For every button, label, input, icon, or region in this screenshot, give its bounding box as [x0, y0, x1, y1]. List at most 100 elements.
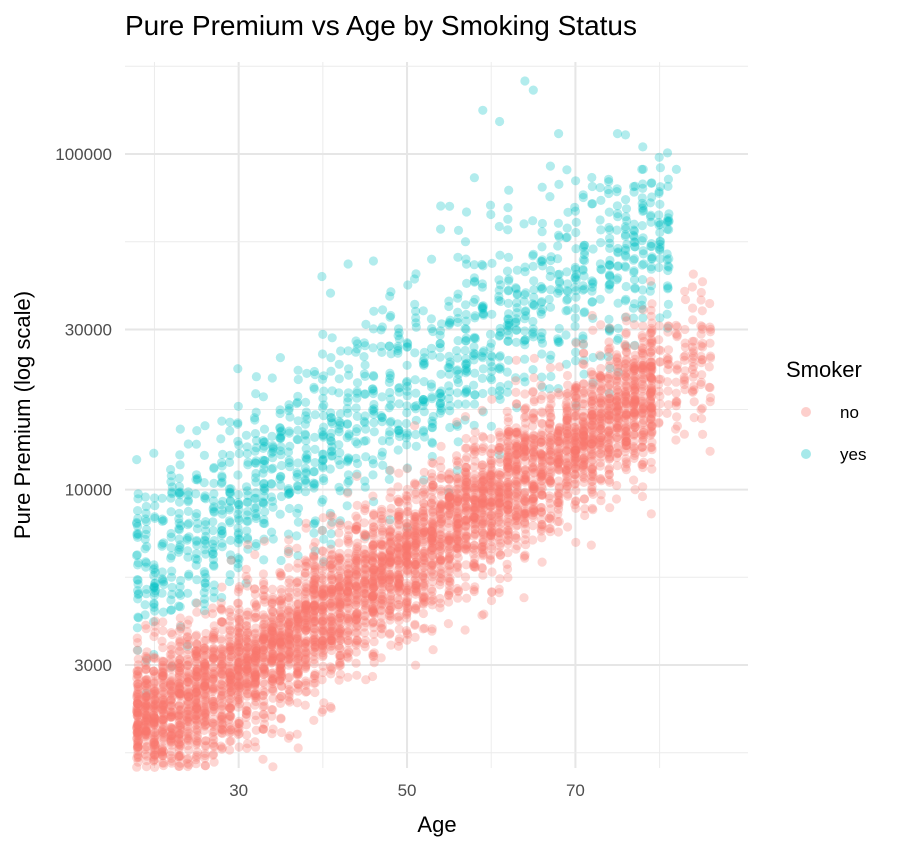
data-point	[646, 239, 657, 249]
data-point	[217, 522, 227, 532]
data-point	[460, 572, 471, 582]
data-point	[233, 598, 243, 608]
data-point	[260, 484, 270, 494]
data-point	[284, 489, 294, 499]
data-point	[570, 500, 580, 510]
data-point	[184, 569, 194, 579]
data-point	[445, 401, 455, 411]
data-point	[487, 567, 497, 577]
data-point	[662, 408, 672, 418]
data-point	[461, 516, 471, 527]
data-point	[243, 540, 253, 550]
data-point	[369, 406, 379, 416]
data-point	[704, 362, 714, 372]
data-point	[570, 264, 581, 274]
data-point	[344, 364, 354, 374]
data-point	[359, 369, 369, 379]
data-point	[596, 225, 606, 235]
data-point	[595, 350, 605, 360]
data-point	[133, 494, 143, 504]
data-point	[638, 142, 648, 152]
data-point	[453, 353, 463, 363]
data-point	[233, 490, 244, 500]
data-point	[537, 218, 548, 229]
data-point	[200, 545, 210, 555]
data-point	[395, 431, 405, 442]
data-point	[285, 441, 295, 451]
data-point	[293, 416, 303, 426]
data-point	[620, 261, 630, 271]
data-point	[639, 259, 649, 269]
data-point	[605, 271, 615, 281]
data-point	[251, 493, 261, 503]
data-point	[335, 516, 345, 526]
data-point	[605, 272, 615, 282]
data-point	[630, 242, 640, 252]
data-point	[470, 368, 480, 378]
data-point	[242, 642, 252, 652]
data-point	[495, 351, 505, 361]
data-point	[401, 378, 412, 388]
data-point	[251, 539, 261, 549]
data-point	[209, 593, 219, 603]
data-point	[511, 283, 521, 293]
data-point	[283, 544, 294, 554]
data-point	[628, 230, 639, 241]
data-point	[646, 254, 657, 264]
data-point	[571, 275, 581, 285]
data-point	[267, 527, 277, 537]
data-point	[259, 459, 269, 469]
data-point	[251, 508, 261, 519]
data-point	[504, 276, 514, 286]
data-point	[427, 416, 437, 426]
data-point	[418, 306, 428, 316]
data-point	[512, 403, 522, 413]
data-point	[158, 607, 168, 617]
data-point	[621, 354, 632, 364]
data-point	[183, 588, 193, 598]
data-point	[453, 437, 463, 447]
data-point	[284, 503, 295, 514]
data-point	[302, 368, 312, 378]
data-point	[538, 304, 548, 314]
data-point	[436, 514, 446, 524]
data-point	[537, 557, 547, 567]
data-point	[486, 338, 496, 348]
data-point	[503, 336, 513, 346]
data-point	[368, 386, 379, 396]
data-point	[300, 429, 310, 439]
data-point	[360, 389, 370, 399]
data-point	[149, 581, 159, 592]
data-point	[276, 555, 286, 566]
data-point	[385, 291, 395, 301]
data-point	[411, 269, 421, 279]
data-point	[402, 463, 413, 473]
data-point	[426, 382, 437, 392]
data-point	[251, 372, 261, 382]
data-point	[529, 353, 539, 363]
data-point	[175, 635, 185, 645]
data-point	[603, 443, 614, 453]
data-point	[664, 217, 674, 227]
data-point	[225, 488, 235, 498]
data-point	[469, 297, 479, 307]
data-point	[445, 387, 455, 397]
data-point	[293, 517, 303, 527]
data-point	[309, 467, 319, 477]
data-point	[630, 386, 640, 396]
data-point	[571, 227, 581, 238]
data-point	[495, 364, 505, 374]
data-point	[419, 427, 429, 437]
data-point	[342, 457, 353, 467]
data-point	[317, 271, 327, 282]
data-point	[267, 675, 277, 685]
data-point	[629, 436, 639, 447]
data-point	[352, 339, 362, 349]
data-point	[453, 336, 463, 346]
data-point	[327, 602, 337, 612]
data-point	[427, 437, 437, 447]
data-point	[587, 282, 598, 292]
data-point	[612, 184, 622, 194]
data-point	[696, 405, 706, 415]
data-point	[317, 427, 327, 437]
